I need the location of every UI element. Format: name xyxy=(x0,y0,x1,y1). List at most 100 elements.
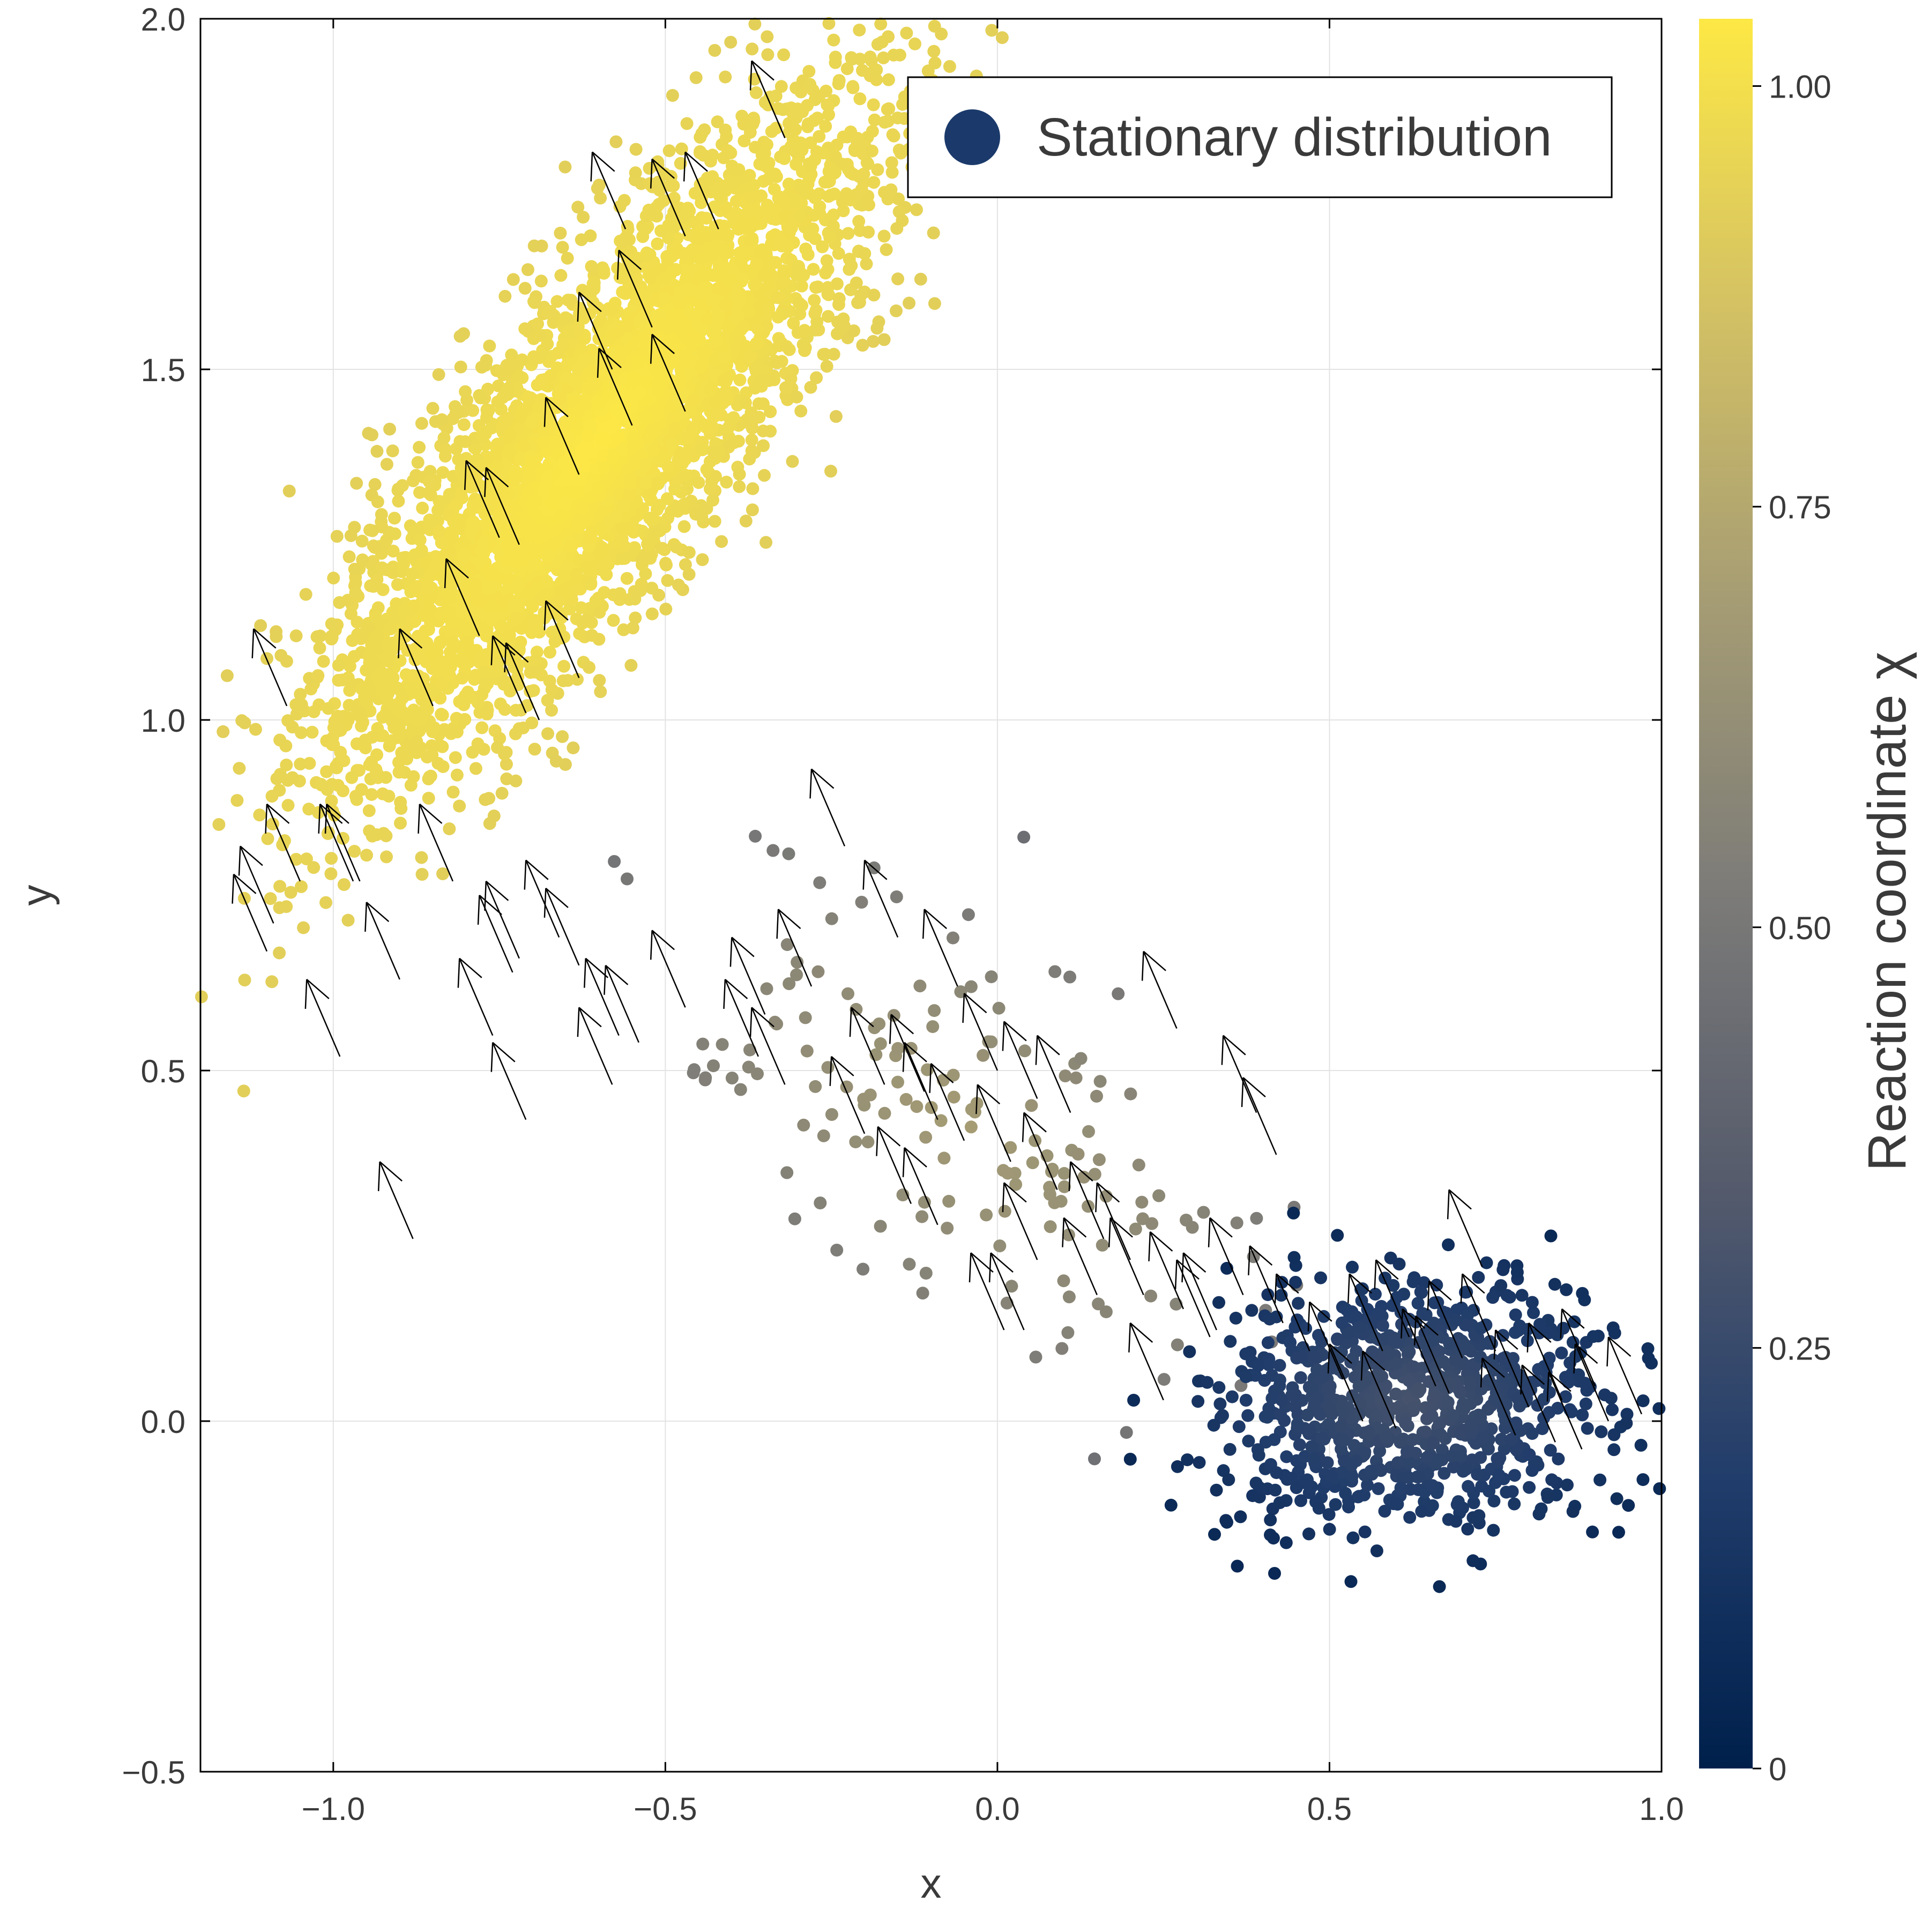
data-point xyxy=(709,44,721,57)
data-point xyxy=(644,272,657,285)
data-point xyxy=(1535,1503,1548,1515)
data-point xyxy=(326,631,339,644)
data-point xyxy=(817,1130,830,1142)
data-point xyxy=(707,1059,720,1072)
data-point xyxy=(900,27,913,40)
data-point xyxy=(1280,1450,1293,1463)
data-point xyxy=(413,441,426,454)
data-point xyxy=(742,304,755,317)
data-point xyxy=(1293,1438,1306,1451)
data-point xyxy=(1451,1498,1464,1511)
data-point xyxy=(1433,1580,1446,1593)
data-point xyxy=(543,646,556,659)
data-point xyxy=(666,89,679,102)
data-point xyxy=(651,237,664,250)
data-point xyxy=(775,80,788,93)
data-point xyxy=(1567,1505,1580,1518)
data-point xyxy=(824,465,837,478)
data-point xyxy=(475,545,488,558)
data-point xyxy=(686,423,699,436)
data-point xyxy=(891,1042,904,1055)
data-point xyxy=(1252,1359,1264,1372)
data-point xyxy=(459,435,472,448)
data-point xyxy=(290,629,303,642)
data-point xyxy=(443,488,456,501)
data-point xyxy=(887,128,899,141)
data-point xyxy=(849,1135,862,1148)
data-point xyxy=(488,809,501,822)
data-point xyxy=(635,578,648,591)
data-point xyxy=(554,269,567,282)
data-point xyxy=(851,132,864,145)
data-point xyxy=(270,630,282,643)
data-point xyxy=(809,281,822,294)
data-point xyxy=(757,439,770,452)
data-point xyxy=(1231,1560,1244,1573)
data-point xyxy=(1508,1498,1521,1511)
data-point xyxy=(647,531,660,544)
data-point xyxy=(391,578,404,591)
data-point xyxy=(908,38,921,50)
data-point xyxy=(774,236,787,249)
data-point xyxy=(610,404,623,417)
data-point xyxy=(572,405,585,418)
data-point xyxy=(280,900,293,913)
data-point xyxy=(392,756,405,769)
data-point xyxy=(661,574,674,587)
data-point xyxy=(437,657,450,670)
data-point xyxy=(733,287,746,300)
data-point xyxy=(928,1004,941,1017)
data-point xyxy=(690,71,703,84)
data-point xyxy=(576,502,589,515)
data-point xyxy=(262,833,274,845)
data-point xyxy=(458,418,471,431)
data-point xyxy=(524,685,537,698)
data-point xyxy=(663,144,676,157)
data-point xyxy=(342,914,355,927)
data-point xyxy=(527,332,540,345)
data-point xyxy=(777,103,790,116)
data-point xyxy=(631,356,644,369)
data-point xyxy=(354,706,367,719)
data-point xyxy=(874,1220,887,1233)
data-point xyxy=(874,1037,887,1050)
data-point xyxy=(704,383,717,396)
data-point xyxy=(996,31,1009,44)
data-point xyxy=(866,145,878,158)
data-point xyxy=(212,818,225,831)
data-point xyxy=(558,569,571,582)
data-point xyxy=(750,337,763,350)
data-point xyxy=(1135,1196,1148,1209)
data-point xyxy=(594,685,607,698)
data-point xyxy=(583,491,595,503)
data-point xyxy=(810,304,823,317)
data-point xyxy=(1158,1373,1171,1386)
data-point xyxy=(282,799,295,812)
data-point xyxy=(948,1091,960,1104)
data-point xyxy=(680,249,693,262)
data-point xyxy=(559,311,572,324)
data-point xyxy=(510,582,523,595)
data-point xyxy=(523,519,536,532)
data-point xyxy=(831,278,844,291)
data-point xyxy=(370,573,383,586)
data-point xyxy=(788,1213,801,1225)
data-point xyxy=(813,207,826,220)
data-point xyxy=(830,410,843,423)
data-point xyxy=(1133,1158,1145,1171)
data-point xyxy=(1503,1291,1516,1304)
data-point xyxy=(630,143,643,156)
data-point xyxy=(431,757,444,770)
data-point xyxy=(910,203,923,216)
data-point xyxy=(793,297,806,310)
data-point xyxy=(778,152,791,165)
data-point xyxy=(853,24,866,36)
data-point xyxy=(701,463,713,476)
data-point xyxy=(795,280,808,293)
data-point xyxy=(407,704,420,717)
data-point xyxy=(376,561,389,574)
data-point xyxy=(802,248,815,261)
data-point xyxy=(380,850,393,863)
data-point xyxy=(754,374,767,387)
data-point xyxy=(300,852,313,865)
